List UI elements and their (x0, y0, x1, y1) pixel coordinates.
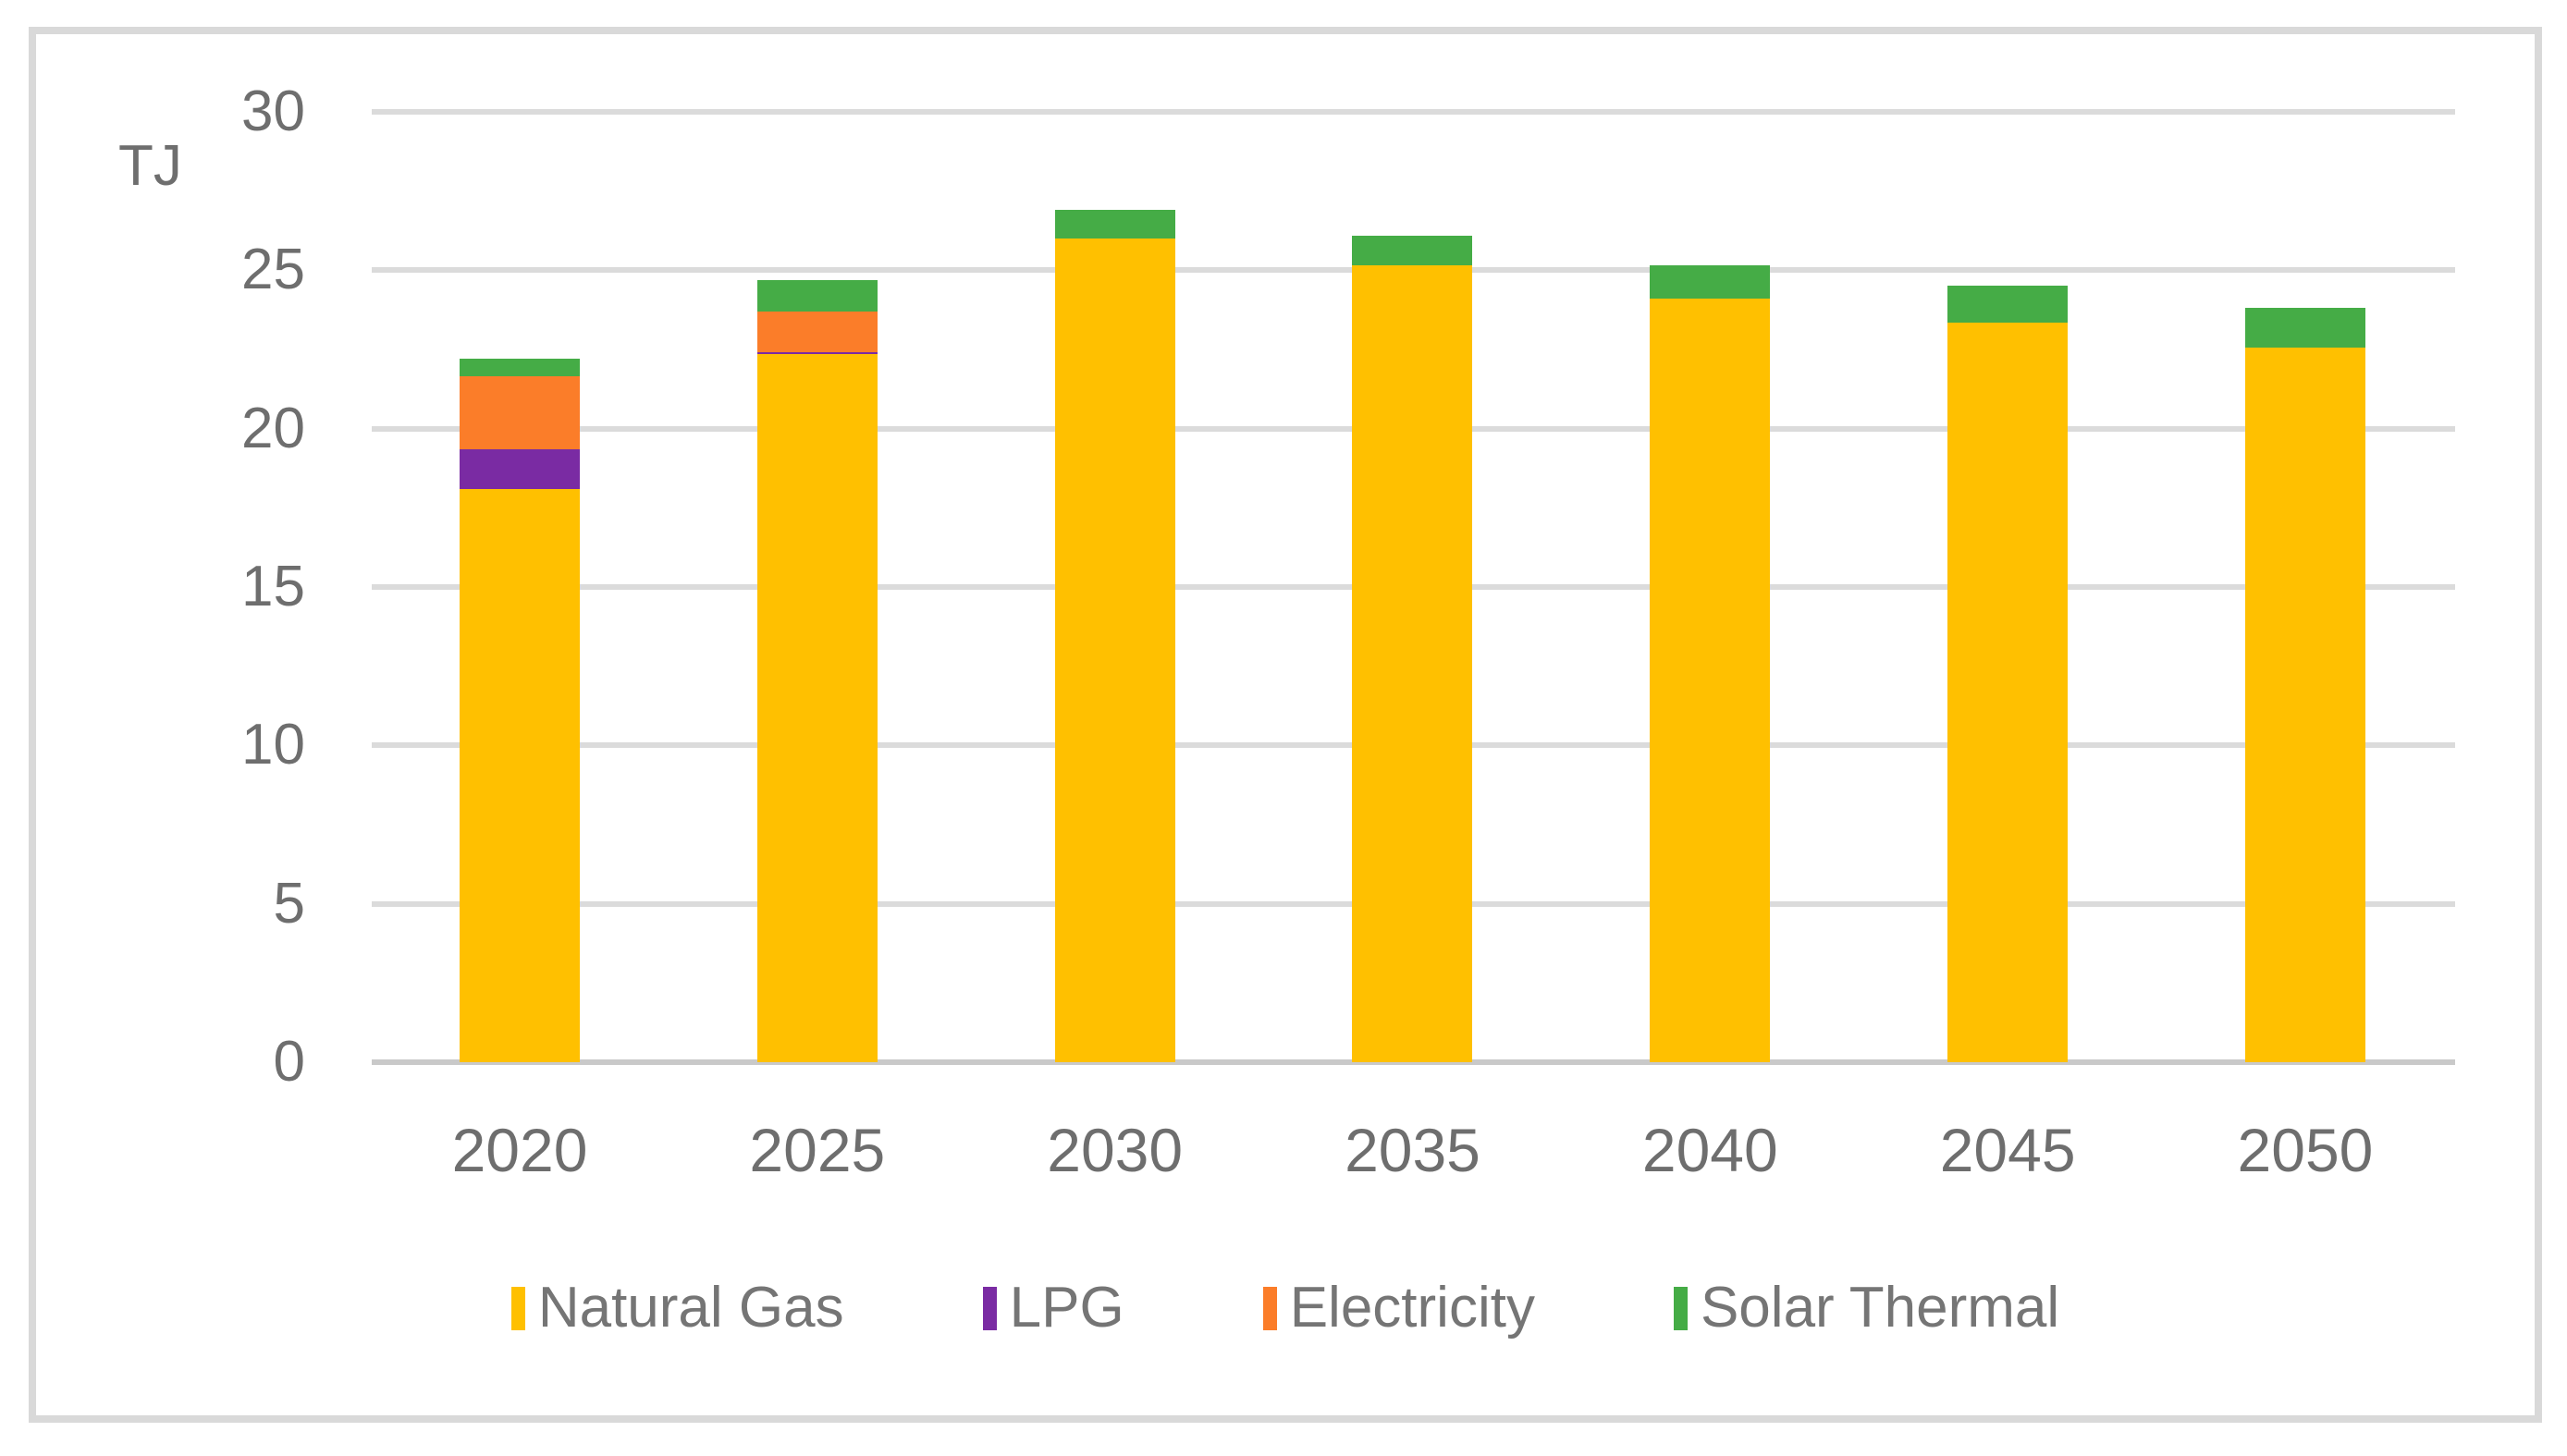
legend-item-electricity: Electricity (1262, 1276, 1535, 1340)
bar-segment-solar-thermal-2045 (1947, 286, 2069, 323)
legend-swatch-lpg (982, 1286, 997, 1330)
legend-item-natural-gas: Natural Gas (510, 1276, 844, 1340)
y-tick-label: 5 (273, 871, 305, 936)
legend-label-solar-thermal: Solar Thermal (1700, 1276, 2060, 1340)
bar-segment-solar-thermal-2020 (460, 359, 580, 377)
y-tick-label: 15 (241, 554, 305, 618)
y-tick-label: 10 (241, 713, 305, 777)
gridline (372, 108, 2455, 115)
bar-segment-natural-gas-2040 (1650, 299, 1771, 1062)
x-axis-line (372, 1059, 2455, 1065)
legend-swatch-natural-gas (510, 1286, 525, 1330)
y-tick-label: 20 (241, 396, 305, 460)
legend-label-electricity: Electricity (1289, 1276, 1535, 1340)
bar-segment-solar-thermal-2030 (1054, 210, 1175, 239)
bar-segment-natural-gas-2035 (1352, 265, 1473, 1062)
legend-item-solar-thermal: Solar Thermal (1673, 1276, 2060, 1340)
legend-label-natural-gas: Natural Gas (537, 1276, 844, 1340)
legend-item-lpg: LPG (982, 1276, 1124, 1340)
bar-segment-natural-gas-2020 (460, 488, 580, 1062)
x-tick-label-2025: 2025 (749, 1116, 886, 1184)
legend-swatch-solar-thermal (1673, 1286, 1688, 1330)
x-tick-label-2035: 2035 (1345, 1116, 1480, 1184)
legend-label-lpg: LPG (1009, 1276, 1124, 1340)
bar-segment-lpg-2025 (756, 352, 878, 355)
y-tick-label: 30 (241, 79, 305, 143)
bar-segment-natural-gas-2045 (1947, 322, 2069, 1062)
y-tick-label: 25 (241, 238, 305, 302)
x-tick-label-2040: 2040 (1641, 1116, 1778, 1184)
bar-segment-solar-thermal-2035 (1352, 235, 1473, 266)
bar-segment-solar-thermal-2040 (1650, 265, 1771, 300)
x-tick-label-2030: 2030 (1047, 1116, 1184, 1184)
bar-segment-electricity-2020 (460, 376, 580, 449)
legend-swatch-electricity (1262, 1286, 1277, 1330)
bar-segment-natural-gas-2050 (2244, 348, 2365, 1062)
bar-segment-electricity-2025 (756, 311, 878, 353)
x-tick-label-2020: 2020 (451, 1116, 588, 1184)
chart-legend: Natural Gas LPG Electricity Solar Thermal (36, 1278, 2535, 1339)
bar-segment-solar-thermal-2025 (756, 279, 878, 312)
y-tick-label: 0 (273, 1030, 305, 1094)
bar-segment-lpg-2020 (460, 448, 580, 489)
bar-segment-solar-thermal-2050 (2244, 308, 2365, 349)
x-tick-label-2045: 2045 (1939, 1116, 2076, 1184)
bar-segment-natural-gas-2030 (1054, 239, 1175, 1062)
chart-frame (29, 27, 2542, 1423)
bar-segment-natural-gas-2025 (756, 354, 878, 1062)
y-axis-unit-label: TJ (118, 134, 182, 198)
x-tick-label-2050: 2050 (2237, 1116, 2374, 1184)
